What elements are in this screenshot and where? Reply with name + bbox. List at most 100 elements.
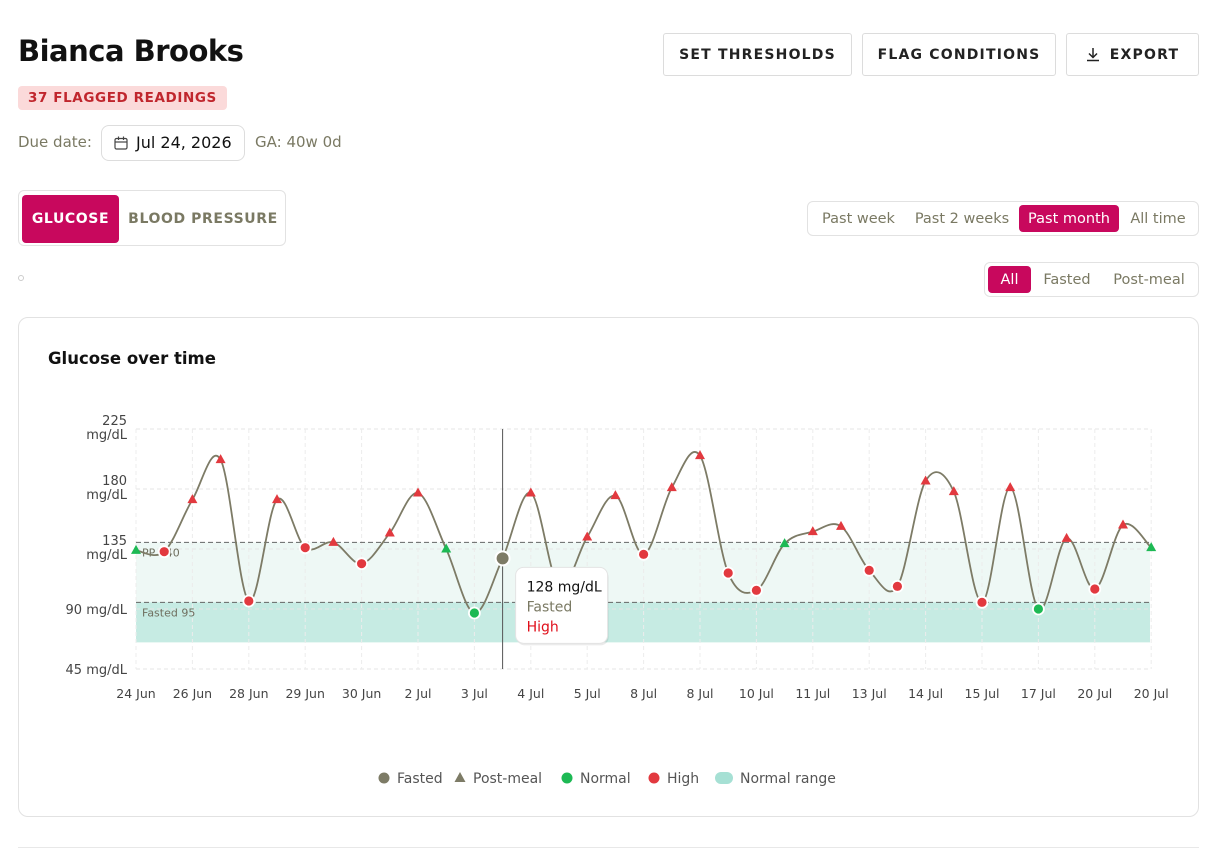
post-meal-point [779, 538, 790, 548]
x-tick-label: 4 Jul [517, 686, 544, 701]
normal-range-band [136, 602, 1150, 643]
x-tick-label: 20 Jul [1134, 686, 1169, 701]
y-tick-label: 45 mg/dL [66, 663, 128, 678]
tooltip-status: High [527, 619, 559, 635]
legend-marker [378, 772, 390, 784]
x-tick-label: 10 Jul [739, 686, 774, 701]
metric-tabs: GLUCOSE BLOOD PRESSURE [18, 190, 286, 246]
post-meal-point [1118, 519, 1128, 529]
flagged-readings-badge[interactable]: 37 FLAGGED READINGS [18, 86, 227, 110]
post-meal-point [695, 450, 705, 460]
set-thresholds-label: SET THRESHOLDS [679, 46, 836, 63]
y-tick-unit: mg/dL [86, 428, 128, 443]
legend-label: Normal [580, 771, 631, 787]
post-meal-point [666, 482, 677, 492]
x-tick-label: 26 Jun [173, 686, 212, 701]
fasted-point [862, 563, 876, 577]
x-tick-label: 13 Jul [852, 686, 887, 701]
due-date-label: Due date: [18, 133, 92, 151]
x-tick-label: 8 Jul [630, 686, 657, 701]
post-meal-point [187, 494, 198, 504]
bottom-divider [18, 847, 1199, 848]
due-date-picker[interactable]: Jul 24, 2026 [101, 125, 245, 161]
post-meal-point [836, 520, 846, 530]
legend-marker [561, 772, 573, 784]
legend-marker [715, 772, 733, 784]
range-all-time[interactable]: All time [1130, 210, 1186, 227]
post-meal-point [384, 527, 395, 537]
set-thresholds-button[interactable]: SET THRESHOLDS [663, 33, 852, 76]
filter-fasted[interactable]: Fasted [1043, 271, 1091, 288]
range-past-month[interactable]: Past month [1019, 205, 1119, 232]
x-tick-label: 20 Jul [1077, 686, 1112, 701]
fasted-point [298, 541, 312, 555]
post-meal-point [1146, 542, 1157, 552]
filter-all[interactable]: All [988, 266, 1031, 293]
download-icon [1086, 48, 1099, 62]
post-meal-point [131, 544, 141, 554]
chart-title: Glucose over time [48, 349, 216, 368]
fasted-point [157, 545, 171, 559]
status-indicator-dot [18, 275, 24, 281]
export-label: EXPORT [1109, 46, 1180, 63]
threshold-label: Fasted 95 [142, 606, 195, 619]
y-tick-unit: mg/dL [86, 488, 128, 503]
post-meal-point [272, 494, 282, 504]
tab-blood-pressure[interactable]: BLOOD PRESSURE [128, 211, 278, 227]
x-tick-label: 24 Jun [116, 686, 155, 701]
legend-label: Normal range [740, 771, 836, 787]
filter-post-meal[interactable]: Post-meal [1113, 271, 1185, 288]
fasted-point [721, 566, 735, 580]
tooltip-value: 128 mg/dL [527, 579, 602, 595]
post-meal-point [1005, 482, 1016, 492]
fasted-point [637, 547, 650, 561]
calendar-icon [114, 136, 128, 150]
legend-marker [648, 772, 660, 784]
x-tick-label: 3 Jul [461, 686, 488, 701]
tab-glucose[interactable]: GLUCOSE [22, 195, 119, 243]
legend-label: Fasted [397, 771, 443, 787]
x-tick-label: 11 Jul [795, 686, 830, 701]
x-tick-label: 5 Jul [574, 686, 601, 701]
post-meal-point [328, 536, 339, 546]
x-tick-label: 2 Jul [404, 686, 431, 701]
legend-label: High [667, 771, 699, 787]
legend-marker [454, 772, 466, 782]
selected-data-point [494, 550, 511, 567]
flag-conditions-button[interactable]: FLAG CONDITIONS [862, 33, 1056, 76]
y-tick-label: 225 [102, 414, 127, 429]
x-tick-label: 15 Jul [965, 686, 1000, 701]
legend-label: Post-meal [473, 771, 542, 787]
range-past-week[interactable]: Past week [822, 210, 895, 227]
post-meal-point [215, 454, 226, 464]
x-tick-label: 17 Jul [1021, 686, 1056, 701]
fasted-point [891, 579, 904, 593]
range-past-2-weeks[interactable]: Past 2 weeks [914, 210, 1010, 227]
y-tick-label: 90 mg/dL [66, 603, 128, 618]
x-tick-label: 14 Jul [908, 686, 943, 701]
fasted-point [355, 557, 369, 571]
x-tick-label: 8 Jul [686, 686, 713, 701]
post-meal-point [1061, 532, 1072, 542]
post-meal-point [413, 487, 423, 497]
glucose-chart[interactable]: PP 140Fasted 95225mg/dL180mg/dL135mg/dL9… [19, 318, 1200, 818]
post-meal-point [807, 526, 818, 536]
y-tick-label: 135 [102, 534, 127, 549]
fasted-point [750, 583, 763, 597]
x-tick-label: 29 Jun [285, 686, 324, 701]
meal-filter-selector: All Fasted Post-meal [984, 262, 1199, 297]
y-tick-unit: mg/dL [86, 548, 128, 563]
due-date-value: Jul 24, 2026 [136, 133, 232, 152]
tooltip-box [515, 566, 609, 644]
post-meal-point [948, 486, 959, 496]
post-meal-point [582, 531, 593, 541]
fasted-point [1032, 602, 1045, 616]
post-meal-point [920, 475, 931, 485]
fasted-point [242, 594, 256, 608]
y-tick-label: 180 [102, 474, 127, 489]
post-meal-point [441, 543, 452, 553]
export-button[interactable]: EXPORT [1066, 33, 1199, 76]
post-meal-point [610, 490, 621, 500]
fasted-point [467, 606, 481, 620]
x-tick-label: 28 Jun [229, 686, 268, 701]
